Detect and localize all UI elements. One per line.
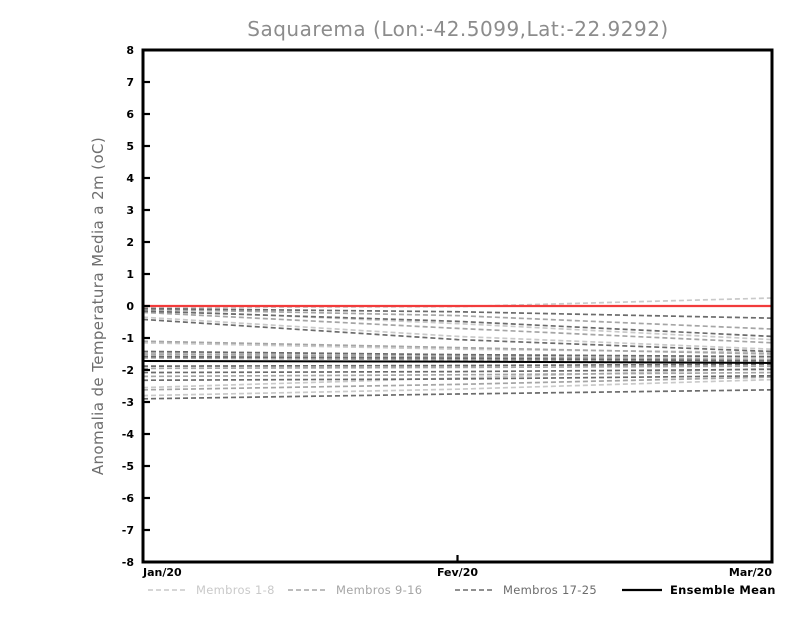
member-line <box>143 376 772 391</box>
chart-title: Saquarema (Lon:-42.5099,Lat:-22.9292) <box>247 17 669 41</box>
member-line <box>143 363 772 368</box>
y-tick-label: 8 <box>126 44 134 57</box>
chart-legend: Membros 1-8 Membros 9-16 Membros 17-25 Ense… <box>148 583 776 597</box>
plot-frame <box>141 48 774 564</box>
member-line <box>143 371 772 378</box>
member-line <box>143 350 772 358</box>
y-tick-label: -1 <box>122 332 134 345</box>
x-tick-label: Jan/20 <box>142 566 182 579</box>
y-tick-label: -7 <box>122 524 134 537</box>
y-tick-label: 7 <box>126 76 134 89</box>
member-line <box>143 310 772 338</box>
y-tick-label: 5 <box>126 140 134 153</box>
y-tick-label: -3 <box>122 396 134 409</box>
member-line <box>143 374 772 382</box>
member-line <box>143 340 772 355</box>
member-line <box>143 378 772 397</box>
plot-area <box>143 297 772 400</box>
y-tick-label: 3 <box>126 204 134 217</box>
member-line <box>143 316 772 351</box>
y-tick-label: 1 <box>126 268 134 281</box>
y-tick-label: -8 <box>122 556 134 569</box>
y-tick-label: -2 <box>122 364 134 377</box>
series-layer <box>143 297 772 400</box>
y-tick-label: -4 <box>122 428 135 441</box>
legend-label: Membros 1-8 <box>196 583 275 597</box>
legend-label: Ensemble Mean <box>670 583 776 597</box>
y-tick-label: -6 <box>122 492 135 505</box>
x-tick-label: Fev/20 <box>437 566 478 579</box>
y-tick-label: -5 <box>122 460 134 473</box>
member-line <box>143 367 772 389</box>
member-line <box>143 351 772 359</box>
member-line <box>143 353 772 361</box>
y-tick-label: 6 <box>126 108 134 121</box>
legend-label: Membros 17-25 <box>503 583 597 597</box>
member-line <box>143 311 772 344</box>
ensemble-mean-line <box>143 360 772 364</box>
y-tick-label: 2 <box>126 236 134 249</box>
y-axis-title: Anomalia de Temperatura Media a 2m (oC) <box>89 137 107 475</box>
member-line <box>143 307 772 320</box>
legend-label: Membros 9-16 <box>336 583 422 597</box>
y-tick-label: 4 <box>126 172 134 185</box>
member-line <box>143 368 772 374</box>
member-line <box>143 318 772 353</box>
y-tick-label: 0 <box>126 300 134 313</box>
x-tick-label: Mar/20 <box>729 566 772 579</box>
x-axis-ticks: Jan/20 Fev/20 Mar/20 <box>141 555 774 579</box>
member-line <box>143 355 772 362</box>
member-line <box>143 388 772 400</box>
member-line <box>143 308 772 330</box>
member-line <box>143 365 772 370</box>
